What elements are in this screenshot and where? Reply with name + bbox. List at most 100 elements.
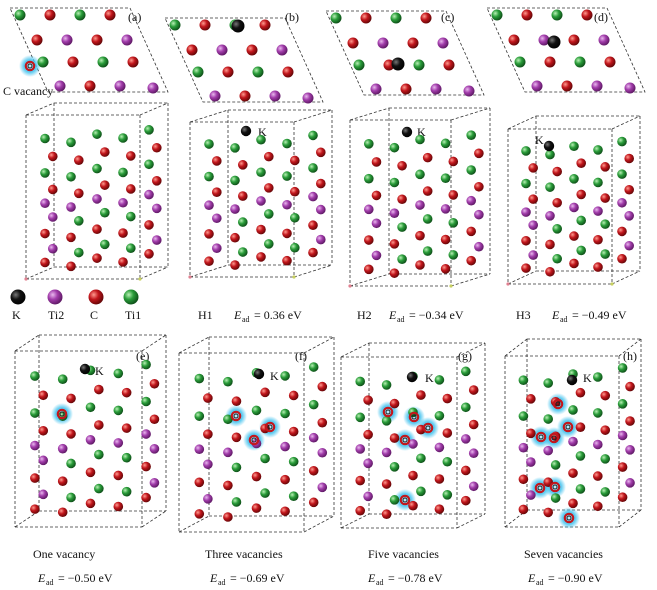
ti1-atom: [552, 253, 562, 264]
ti1-atom: [74, 9, 86, 21]
ti1-atom: [121, 486, 132, 497]
carbon-atom: [363, 395, 373, 405]
ti1-atom: [416, 486, 426, 497]
carbon-atom: [600, 390, 611, 401]
ti1-atom: [280, 371, 290, 381]
potassium-atom: [10, 289, 26, 305]
carbon-atom: [141, 492, 151, 503]
vacancy-core: [565, 424, 571, 430]
carbon-atom: [238, 191, 248, 201]
carbon-atom: [397, 194, 407, 205]
carbon-atom: [48, 184, 58, 195]
cell-edge: [611, 115, 641, 130]
carbon-atom: [593, 262, 603, 272]
ti1-atom: [569, 141, 579, 152]
axis-marker: [24, 277, 28, 281]
ti1-atom: [231, 462, 242, 473]
axis-marker: [292, 275, 296, 279]
cell-edge: [178, 336, 210, 354]
ti2-atom: [474, 209, 484, 220]
ti2-atom: [212, 213, 222, 224]
potassium-atom: [253, 368, 265, 380]
carbon-atom: [94, 420, 104, 430]
ti1-atom: [575, 484, 586, 494]
ti1-atom: [397, 222, 407, 232]
cell-edge: [293, 264, 333, 278]
ti2-atom: [276, 44, 288, 56]
carbon-atom: [443, 59, 455, 71]
carbon-atom: [74, 188, 84, 199]
carbon-atom: [518, 474, 529, 485]
carbon-atom: [593, 501, 603, 512]
ti1-atom: [66, 492, 76, 503]
vacancy-ring: [549, 481, 561, 493]
carbon-atom: [528, 163, 538, 173]
cell-edge: [456, 342, 486, 358]
energy-value-c: = −0.34 eV: [409, 308, 464, 322]
ti1-atom: [308, 399, 319, 410]
panel-tag-b: (b): [285, 10, 299, 24]
ti1-atom: [521, 146, 531, 156]
axis-marker: [188, 275, 192, 279]
legend: K Ti2 C Ti1: [12, 308, 141, 322]
carbon-atom: [113, 501, 124, 512]
carbon-atom: [259, 19, 271, 31]
ti1-atom: [552, 224, 562, 234]
ti1-atom: [288, 491, 299, 502]
carbon-atom: [256, 224, 266, 235]
carbon-atom: [203, 429, 213, 439]
energy-subscript: ad: [46, 578, 54, 587]
k-label-e: K: [95, 364, 104, 378]
ti1-atom: [593, 372, 603, 382]
vacancy-glow: [557, 416, 579, 438]
energy-symbol: E: [233, 308, 242, 322]
carbon-atom: [617, 253, 627, 264]
carbon-atom: [389, 398, 400, 409]
ti2-atom: [204, 200, 214, 211]
ti2-atom: [308, 432, 319, 443]
cell-edge: [141, 510, 167, 528]
ti1-atom: [593, 177, 603, 188]
ti2-atom: [624, 240, 634, 251]
cell-edge: [450, 273, 491, 287]
carbon-atom: [568, 468, 578, 478]
carbon-atom: [576, 189, 586, 200]
carbon-atom: [212, 187, 222, 198]
carbon-atom: [415, 260, 425, 270]
ti2-atom: [38, 455, 49, 466]
axis-marker: [138, 277, 142, 281]
energy-symbol: E: [388, 308, 397, 322]
ti2-atom: [625, 445, 635, 455]
ti2-atom: [543, 445, 553, 456]
energy-value-e: = −0.50 eV: [58, 571, 113, 585]
carbon-atom: [434, 474, 445, 484]
ti2-atom: [624, 210, 634, 221]
potassium-atom: [79, 363, 91, 375]
ti1-atom: [381, 416, 392, 426]
cell-edge: [189, 264, 229, 278]
carbon-atom: [389, 433, 400, 443]
carbon-atom: [545, 266, 555, 277]
carbon-atom: [100, 147, 110, 157]
ti1-atom: [256, 167, 266, 178]
ti1-atom: [121, 452, 132, 463]
carbon-atom: [30, 504, 40, 514]
ti1-atom: [461, 402, 471, 413]
carbon-atom: [545, 239, 555, 250]
k-label-d: K: [535, 133, 544, 147]
carbon-atom: [543, 507, 553, 518]
ti1-atom: [440, 173, 451, 183]
carbon-atom: [355, 505, 366, 516]
carbon-atom: [288, 426, 299, 437]
cell-edge: [303, 515, 335, 533]
site-label-h1: H1: [198, 308, 213, 322]
carbon-atom: [149, 414, 160, 425]
carbon-atom: [317, 381, 328, 392]
carbon-atom: [408, 470, 418, 481]
ti2-atom: [38, 489, 49, 500]
carbon-atom: [186, 44, 198, 56]
carbon-atom: [66, 393, 76, 404]
energy-subscript: ad: [218, 578, 226, 587]
energy-symbol: E: [37, 571, 46, 585]
cell-edge: [611, 270, 641, 285]
